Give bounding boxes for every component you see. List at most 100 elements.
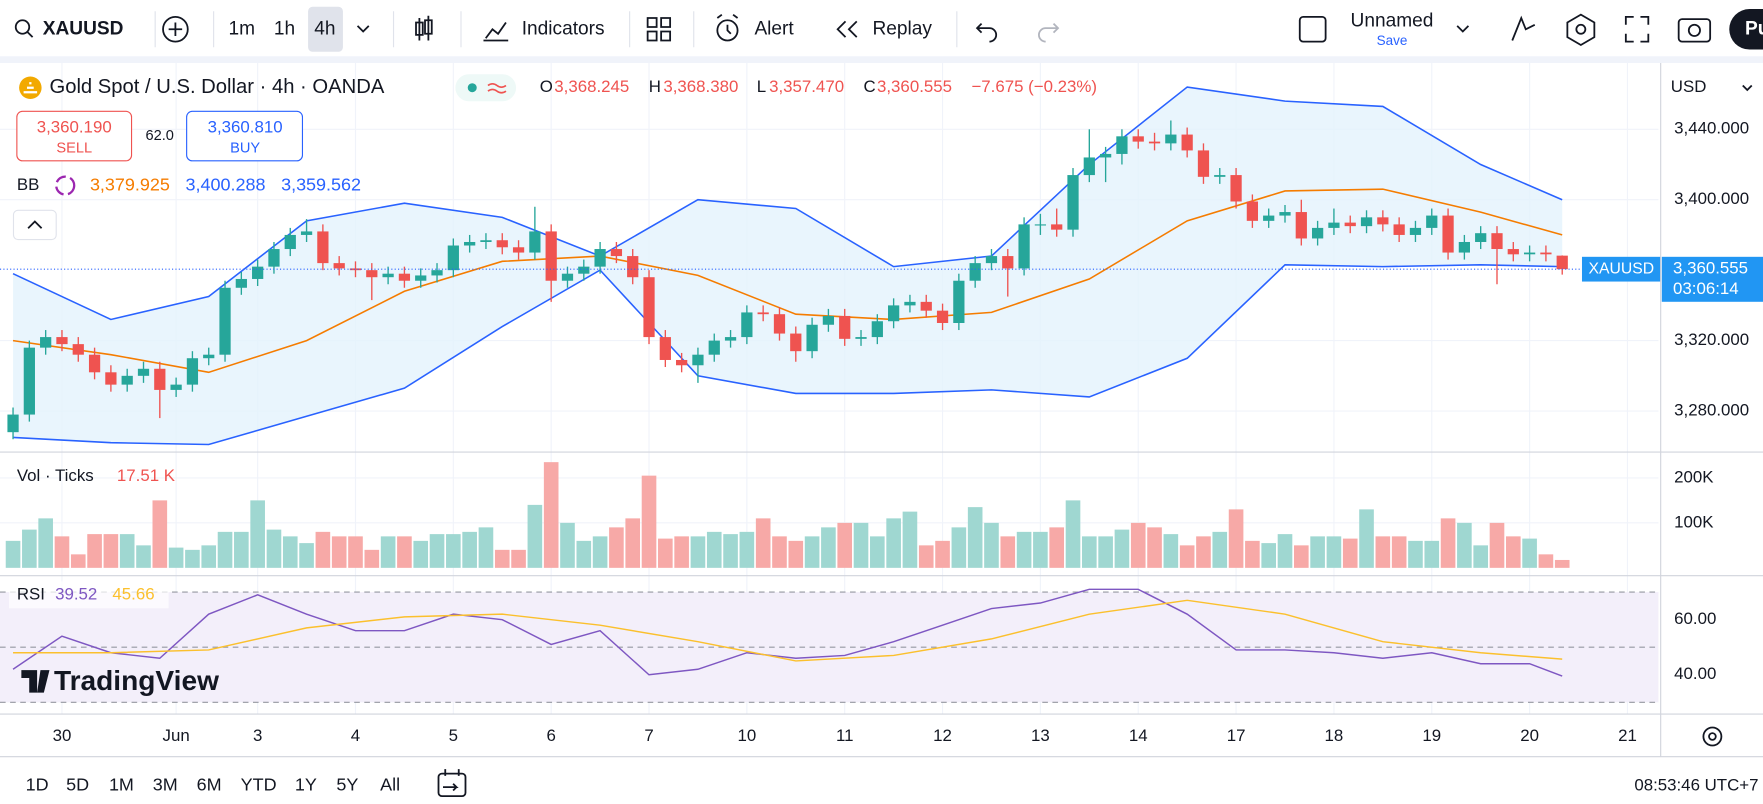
candle-body (40, 337, 52, 348)
alert-icon (716, 13, 739, 35)
rsi-value: 39.52 (55, 584, 97, 603)
clock[interactable]: 08:53:46 UTC+7 (1634, 775, 1758, 794)
candle-body (888, 305, 900, 322)
settings[interactable] (1566, 13, 1596, 47)
interval-dropdown[interactable] (356, 25, 370, 33)
y-tick-label: 3,440.000 (1674, 119, 1749, 138)
candle-body (415, 275, 427, 281)
x-tick-label: 18 (1325, 726, 1344, 745)
templates-icon[interactable] (646, 17, 672, 42)
axis-settings[interactable] (1702, 726, 1723, 747)
quick-search[interactable] (1511, 15, 1536, 41)
volume-bar (364, 549, 380, 568)
range-button[interactable]: 1D (26, 775, 49, 795)
symbol-title[interactable]: Gold Spot / U.S. Dollar · 4h · OANDA (49, 76, 384, 98)
volume-bar (282, 536, 298, 568)
bb-value: 3,359.562 (281, 174, 361, 194)
publish-button[interactable] (1729, 9, 1763, 50)
candle-body (790, 333, 802, 352)
candle-body (1132, 136, 1144, 142)
goto-date[interactable] (437, 772, 467, 797)
redo[interactable] (1038, 23, 1060, 43)
price-tag-price: 3,360.555 (1673, 259, 1748, 278)
fullscreen[interactable] (1624, 16, 1650, 43)
save-button[interactable]: Save (1377, 33, 1408, 48)
bb-value: 3,379.925 (90, 174, 170, 194)
interval[interactable]: 1m (228, 18, 255, 39)
volume-bar (315, 531, 331, 568)
alert-button[interactable]: Alert (754, 18, 794, 39)
buy-price: 3,360.810 (208, 118, 283, 137)
active-interval-bg (308, 6, 343, 52)
layout-icon[interactable] (1298, 16, 1327, 43)
range-button[interactable]: 6M (197, 775, 222, 795)
replay-button[interactable]: Replay (873, 18, 933, 39)
candle-body (953, 280, 965, 323)
volume-bar (38, 518, 53, 568)
indicators-button[interactable]: Indicators (522, 18, 605, 39)
currency[interactable]: USD (1671, 77, 1707, 96)
range-bar: 1D 5D 1M 3M 6M YTD 1Y 5Y All (26, 775, 401, 795)
rsi-name[interactable]: RSI (17, 584, 45, 603)
volume-bar (266, 529, 282, 568)
volume-bar (1212, 531, 1228, 568)
candle-body (855, 337, 867, 339)
range-button[interactable]: YTD (241, 775, 277, 795)
range-button[interactable]: All (380, 775, 400, 795)
range-button[interactable]: 5D (66, 775, 89, 795)
volume-bar (821, 527, 836, 568)
search-icon[interactable] (14, 19, 31, 35)
layout-dropdown[interactable] (1456, 25, 1470, 33)
market-status[interactable] (455, 74, 517, 102)
candle-body (219, 287, 231, 355)
candle-body (186, 358, 199, 385)
add-symbol-icon (168, 22, 183, 37)
candle-body (724, 337, 737, 341)
interval[interactable]: 4h (314, 18, 335, 39)
alert-icon (716, 19, 739, 42)
volume-bar (185, 549, 200, 568)
range-button[interactable]: 3M (153, 775, 178, 795)
volume-bar (935, 540, 950, 568)
symbol-logo-mark (23, 82, 38, 94)
collapse-legend[interactable] (12, 209, 57, 241)
interval[interactable]: 1h (274, 18, 295, 39)
candle-body (1279, 212, 1291, 216)
layout-name[interactable]: Unnamed (1351, 10, 1434, 31)
volume-bar (1130, 522, 1146, 568)
snapshot[interactable] (1677, 18, 1712, 43)
volume-name[interactable]: Vol · Ticks (17, 466, 94, 485)
volume-bar (772, 536, 787, 568)
add-symbol[interactable] (162, 16, 189, 43)
candle-body (1523, 252, 1536, 255)
sell-button[interactable] (16, 110, 133, 162)
volume-bar (804, 536, 820, 568)
undo[interactable] (975, 23, 998, 43)
candle-body (366, 270, 378, 278)
volume-bar (1000, 536, 1016, 568)
candle-body (627, 256, 639, 278)
chart-type-icon[interactable] (415, 15, 433, 41)
indicator-line (13, 264, 1563, 446)
x-tick-label: 20 (1520, 726, 1539, 745)
volume-bar (136, 545, 151, 568)
candle-body (398, 273, 411, 281)
symbol[interactable]: XAUUSD (43, 18, 124, 39)
volume-bar (201, 545, 217, 568)
candle-body (969, 263, 981, 281)
buy-button[interactable] (186, 110, 304, 162)
volume-bar (70, 554, 86, 568)
volume-bar (1342, 538, 1358, 568)
volume-bar (886, 518, 901, 568)
range-button[interactable]: 1Y (295, 775, 317, 795)
range-button[interactable]: 1M (109, 775, 134, 795)
range-button[interactable]: 5Y (336, 775, 358, 795)
indicator-name[interactable]: BB (17, 175, 40, 194)
volume-bar (1457, 522, 1472, 568)
candle-body (985, 256, 998, 264)
sell-label: SELL (56, 140, 92, 156)
volume-bar (1294, 545, 1309, 568)
candle-body (137, 368, 150, 376)
ohlc-value: 3,357.470 (769, 77, 844, 96)
indicator-line (12, 188, 1563, 374)
